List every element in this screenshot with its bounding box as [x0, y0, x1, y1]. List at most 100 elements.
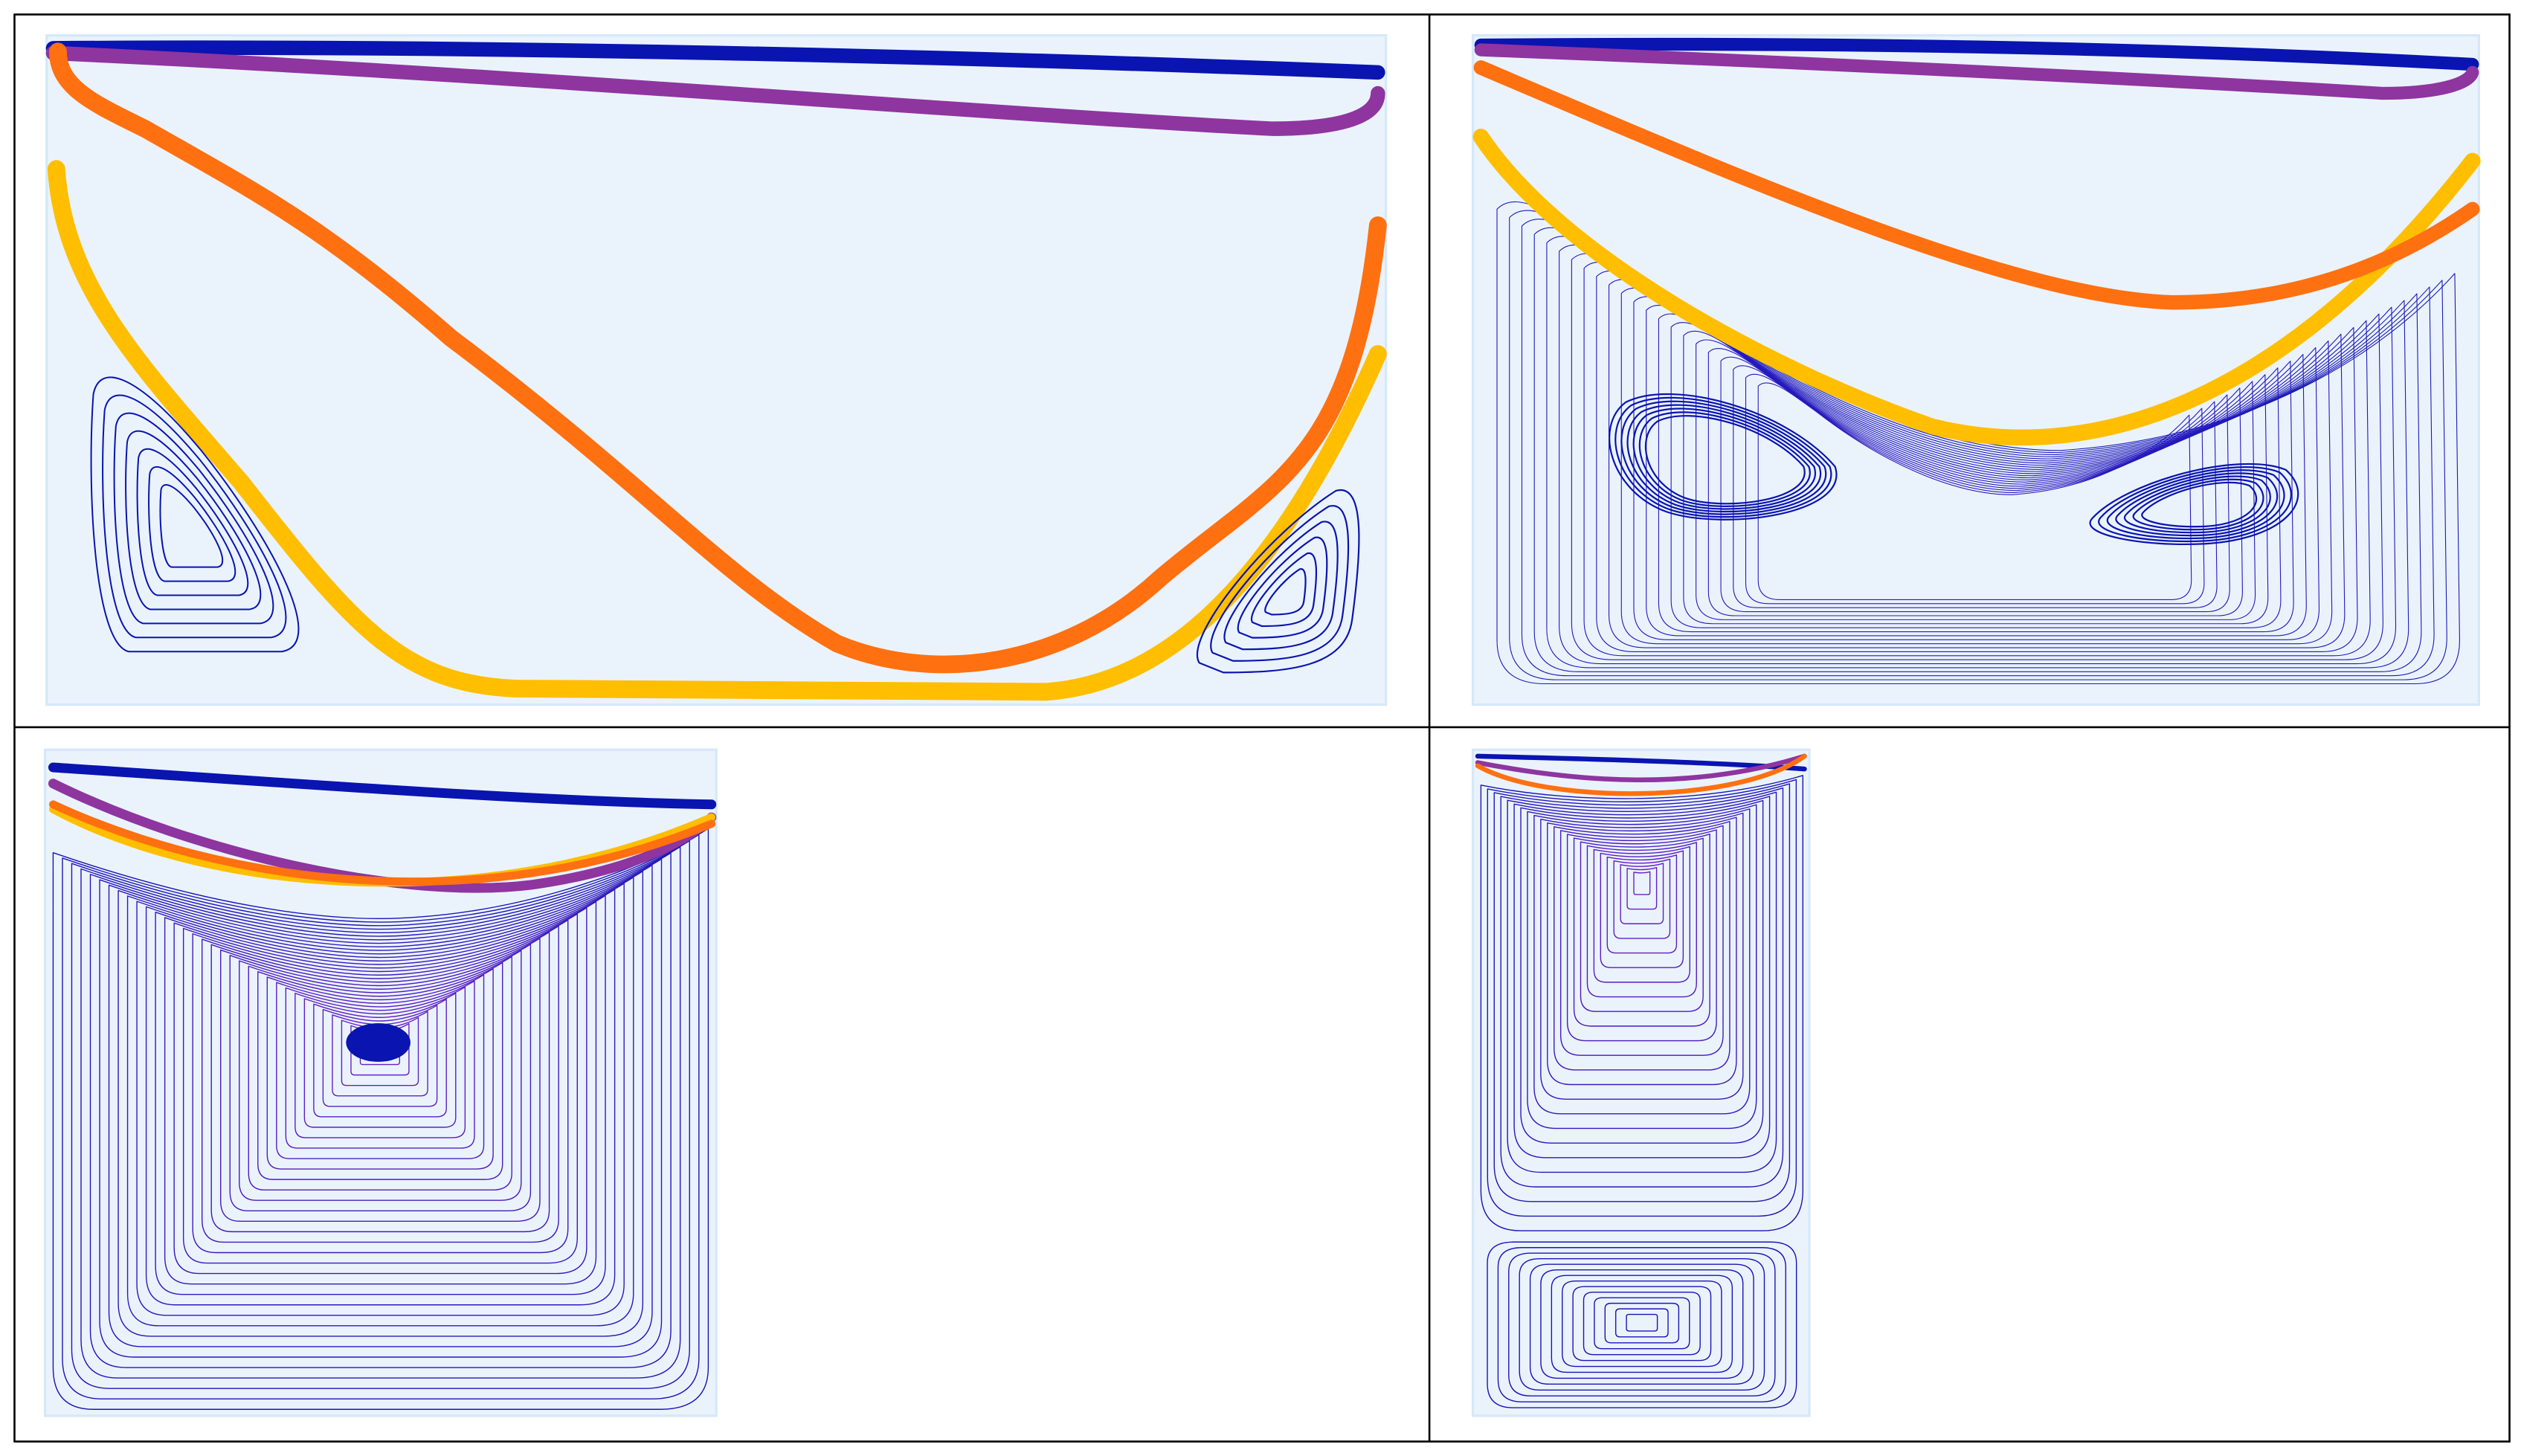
streamline [1640, 412, 1810, 506]
streamline [161, 485, 223, 567]
streamline [304, 993, 455, 1127]
panel-2 [1471, 33, 2481, 706]
streamline [45, 40, 1385, 80]
streamline [295, 987, 466, 1138]
streamline [1475, 753, 1807, 783]
streamline [1474, 43, 2479, 100]
streamline [184, 914, 578, 1263]
streamline [1551, 1275, 1732, 1372]
streamline [1616, 1309, 1668, 1337]
streamline [1521, 801, 1763, 1144]
streamline [2099, 467, 2291, 541]
streamline [1514, 796, 1770, 1158]
streamline [1494, 784, 1789, 1202]
streamline [1626, 1315, 1658, 1331]
streamline [239, 950, 521, 1200]
streamline [1574, 834, 1710, 1026]
table-grid [13, 13, 2511, 1443]
streamline [314, 999, 446, 1117]
streamline [1541, 1270, 1743, 1379]
streamline [2125, 477, 2270, 533]
streamline [1609, 394, 1836, 520]
streamline [1634, 408, 1815, 509]
streamline [1548, 817, 1736, 1084]
streamline [1238, 538, 1327, 638]
streamline [165, 902, 596, 1284]
streamline [81, 847, 680, 1378]
streamline [2090, 464, 2299, 544]
streamline [53, 828, 708, 1409]
streamline [1627, 868, 1657, 909]
streamline [1646, 416, 1805, 503]
streamline [1498, 1248, 1786, 1402]
streamline [137, 883, 624, 1315]
streamline [147, 889, 615, 1305]
streamline [1562, 1281, 1722, 1367]
streamline [155, 895, 605, 1294]
streamline [346, 1023, 411, 1062]
streamline [1474, 37, 2479, 71]
streamline [128, 877, 634, 1326]
streamline [103, 395, 286, 637]
streamline [1628, 405, 1821, 512]
streamline [1580, 838, 1703, 1011]
streamline [1587, 843, 1696, 997]
streamline [1554, 822, 1730, 1070]
streamline [2142, 483, 2256, 526]
streamline [1487, 1242, 1797, 1408]
streamline [1472, 129, 2481, 446]
streamline [1507, 792, 1776, 1172]
panel-1 [45, 33, 1388, 706]
streamline [91, 377, 299, 651]
streamline [1530, 1264, 1754, 1384]
streamline [1758, 383, 2191, 600]
streamline [1252, 553, 1316, 626]
streamline [1534, 809, 1750, 1114]
streamline [1600, 851, 1683, 967]
streamline [62, 834, 699, 1399]
streamline [1265, 569, 1305, 614]
streamline [1573, 1286, 1710, 1360]
streamline [286, 981, 474, 1148]
streamline [1211, 506, 1348, 661]
streamline [115, 413, 274, 624]
streamline [1594, 1298, 1690, 1349]
streamline [48, 762, 717, 810]
cavity [1471, 748, 1811, 1417]
streamline [323, 1005, 437, 1107]
streamline [221, 938, 540, 1222]
streamline [1473, 60, 2480, 310]
streamline [248, 956, 512, 1190]
streamline [1621, 402, 1826, 515]
streamline [2108, 470, 2285, 538]
streamline [193, 920, 568, 1252]
streamline [1620, 863, 1663, 924]
streamline [1584, 1292, 1701, 1355]
streamline [1481, 776, 1803, 1231]
streamline [138, 449, 248, 596]
streamline [1527, 805, 1757, 1128]
streamline [126, 431, 260, 610]
streamline [202, 926, 558, 1242]
streamline [1607, 855, 1676, 953]
streamline [267, 969, 493, 1169]
streamline [1614, 859, 1670, 938]
streamline [49, 42, 1387, 674]
streamline [1501, 788, 1783, 1187]
streamline [1561, 825, 1723, 1055]
streamline [1519, 1259, 1764, 1391]
streamline [1224, 521, 1337, 649]
panel-4 [1471, 748, 1811, 1417]
streamline [90, 853, 671, 1368]
streamline [1615, 398, 1831, 517]
streamline [1541, 813, 1743, 1099]
streamline [230, 944, 530, 1211]
streamline [277, 975, 484, 1159]
streamline [109, 865, 652, 1347]
streamline [2134, 480, 2264, 529]
streamline [2116, 473, 2277, 535]
streamline [258, 963, 503, 1180]
panel-3 [43, 748, 718, 1417]
